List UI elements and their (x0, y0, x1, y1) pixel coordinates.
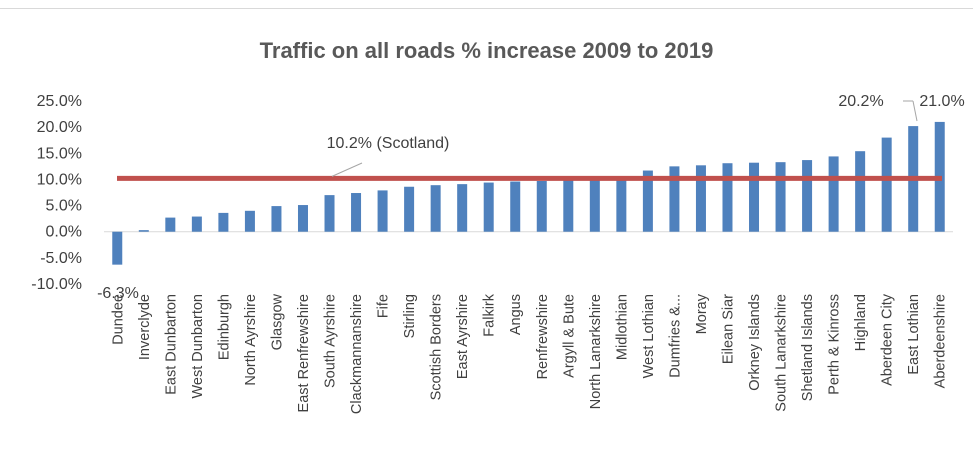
chart-border (0, 8, 973, 9)
bar (351, 193, 362, 232)
x-tick-label: Dundee (110, 294, 126, 345)
data-label-leader (912, 100, 918, 122)
x-tick-label: Orkney Islands (747, 294, 763, 391)
bar (112, 231, 123, 265)
bar (457, 184, 468, 232)
x-tick-label: Eilean Siar (720, 294, 736, 364)
x-tick-label: Aberdeen City (880, 293, 896, 386)
reference-line-label: 10.2% (Scotland) (327, 135, 450, 152)
reference-callout-line (331, 162, 363, 177)
bar (510, 181, 521, 232)
bar (775, 162, 786, 232)
bar (563, 180, 574, 232)
bar (138, 230, 149, 232)
x-tick-label: East Lothian (906, 294, 922, 375)
bar (324, 195, 335, 232)
x-tick-label: North Ayrshire (243, 294, 259, 386)
x-tick-label: Aberdeenshire (933, 294, 949, 388)
bar (297, 205, 308, 232)
bar (589, 179, 600, 232)
x-tick-label: South Ayrshire (323, 294, 339, 388)
x-tick-label: Inverclyde (137, 294, 153, 360)
y-tick-label: 25.0% (37, 93, 82, 110)
x-tick-label: Scottish Borders (429, 294, 445, 400)
bar (377, 190, 388, 232)
x-tick-label: Renfrewshire (535, 294, 551, 379)
y-tick-label: 10.0% (37, 171, 82, 188)
bar (855, 151, 866, 232)
x-tick-label: Highland (853, 294, 869, 351)
bar (881, 137, 892, 232)
bar (828, 156, 839, 232)
y-tick-label: -5.0% (40, 250, 82, 267)
x-tick-label: East Ayrshire (455, 294, 471, 379)
bar (430, 185, 441, 232)
x-tick-label: Fife (376, 294, 392, 318)
bar (404, 186, 415, 232)
y-tick-label: 5.0% (46, 198, 82, 215)
x-tick-label: Glasgow (269, 293, 285, 350)
x-tick-label: West Lothian (641, 294, 657, 378)
bar (802, 160, 813, 232)
x-tick-label: Clackmannanshire (349, 294, 365, 414)
x-tick-label: North Lanarkshire (588, 294, 604, 409)
bar (244, 210, 255, 232)
bar (695, 165, 706, 232)
chart-title: Traffic on all roads % increase 2009 to … (259, 38, 714, 63)
x-tick-label: Angus (508, 294, 524, 335)
bar (722, 163, 733, 232)
bar (483, 182, 494, 232)
x-tick-label: Edinburgh (216, 294, 232, 360)
bar (536, 180, 547, 232)
x-tick-label: Midlothian (614, 294, 630, 360)
bar (642, 170, 653, 232)
bar (616, 179, 627, 232)
x-tick-label: East Renfrewshire (296, 294, 312, 412)
y-tick-label: 20.0% (37, 119, 82, 136)
bar (271, 206, 282, 232)
data-label: 21.0% (919, 93, 964, 110)
x-tick-label: Moray (694, 293, 710, 334)
x-tick-label: Dumfries &... (667, 294, 683, 378)
x-tick-label: Stirling (402, 294, 418, 338)
bar (165, 217, 176, 232)
y-tick-label: 15.0% (37, 145, 82, 162)
x-tick-label: Perth & Kinross (827, 294, 843, 395)
x-tick-label: Shetland Islands (800, 294, 816, 401)
data-label: -6.3% (97, 285, 139, 302)
bar (669, 166, 680, 232)
y-tick-label: -10.0% (31, 276, 82, 293)
x-tick-label: Argyll & Bute (561, 294, 577, 378)
x-tick-label: Falkirk (482, 293, 498, 336)
x-tick-label: South Lanarkshire (774, 294, 790, 412)
bar (218, 212, 229, 232)
x-tick-label: West Dunbarton (190, 294, 206, 399)
y-tick-label: 0.0% (46, 224, 82, 241)
bar (191, 216, 202, 232)
bar (749, 162, 760, 232)
x-tick-label: East Dunbarton (163, 294, 179, 395)
data-label: 20.2% (838, 93, 883, 110)
